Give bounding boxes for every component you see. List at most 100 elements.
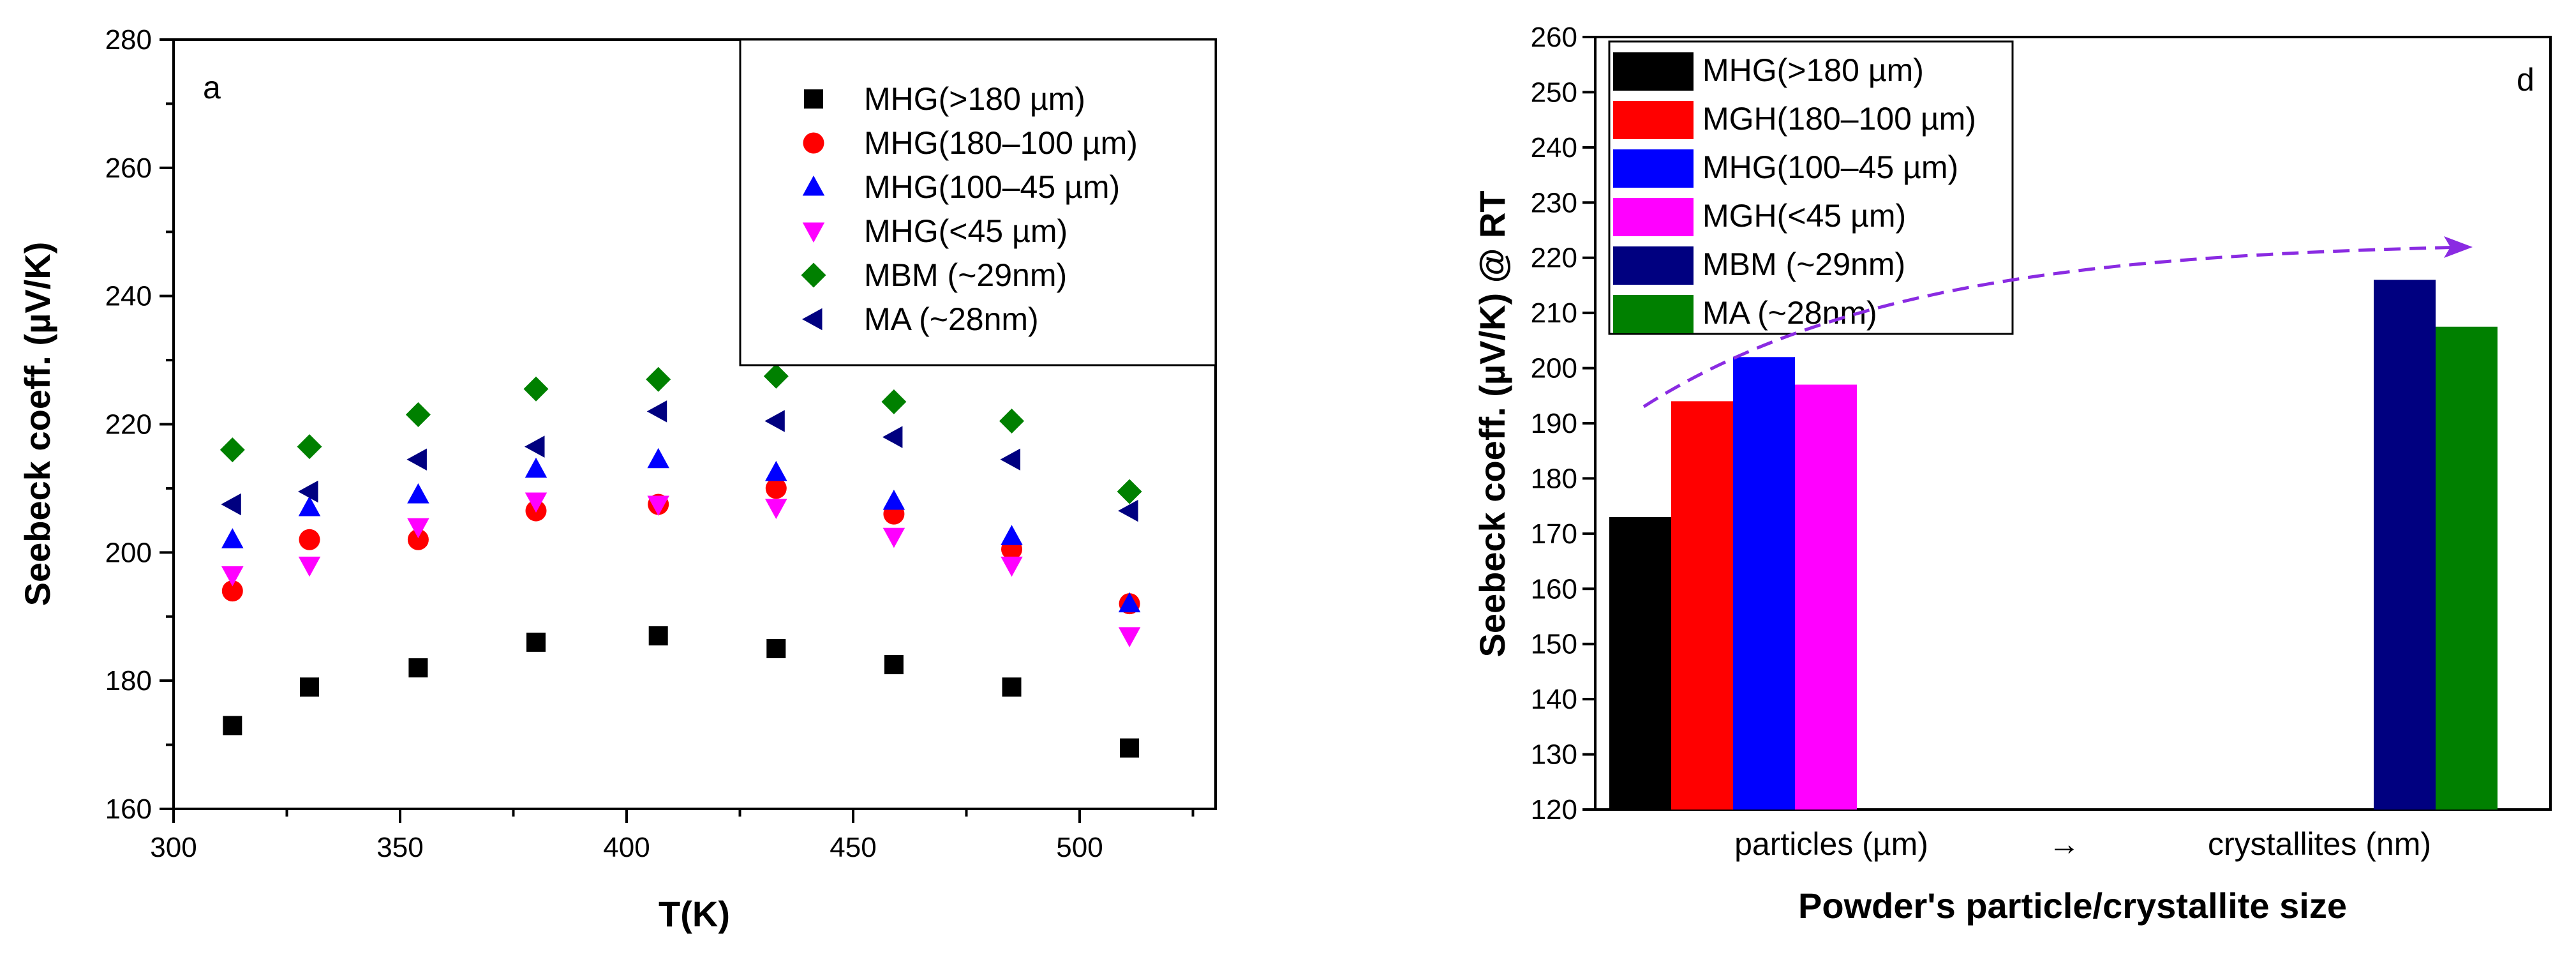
bar-legend-label-6: MA (~28nm) [1702, 295, 1877, 331]
scatter-point-series-3 [647, 448, 669, 469]
bar-legend-label-4: MGH(<45 µm) [1702, 198, 1906, 234]
bar-legend-label-5: MBM (~29nm) [1702, 246, 1905, 282]
bar-y-tick-label: 230 [1531, 187, 1577, 218]
scatter-x-tick-label: 300 [150, 832, 197, 863]
scatter-y-tick-label: 200 [105, 537, 152, 568]
bar-y-tick-label: 160 [1531, 573, 1577, 605]
bar-x-axis-label: Powder's particle/crystallite size [1798, 885, 2347, 926]
bar-group-label-crystallites: crystallites (nm) [2208, 826, 2431, 862]
scatter-x-tick-label: 350 [376, 832, 423, 863]
scatter-point-series-3 [1001, 525, 1023, 545]
scatter-x-tick-label: 500 [1056, 832, 1103, 863]
scatter-legend-label-5: MBM (~29nm) [864, 257, 1067, 293]
trend-arrow [1642, 245, 2465, 409]
scatter-x-tick-label: 400 [603, 832, 650, 863]
bar-1 [1609, 516, 1671, 810]
scatter-point-series-6 [525, 435, 545, 458]
bar-3 [1733, 357, 1795, 810]
bar-2 [1671, 401, 1733, 810]
scatter-legend-label-2: MHG(180–100 µm) [864, 125, 1138, 161]
scatter-point-series-1 [526, 632, 546, 652]
bar-legend-swatch-6 [1613, 295, 1694, 333]
scatter-y-tick-label: 240 [105, 281, 152, 312]
bar-legend-swatch-4 [1613, 198, 1694, 236]
scatter-point-series-3 [1118, 592, 1141, 613]
scatter-point-series-5 [405, 402, 431, 427]
scatter-point-series-4 [765, 499, 787, 520]
bar-panel: d 120 130 140 150 160 170 180 190 200 210 220 230 24… [1472, 22, 2552, 926]
scatter-legend-marker-1 [804, 89, 823, 109]
bar-y-tick-label: 260 [1531, 22, 1577, 53]
bar-group-arrow-label: → [2048, 826, 2080, 862]
bar-panel-label: d [2517, 62, 2535, 98]
scatter-point-series-6 [406, 448, 427, 471]
scatter-point-series-3 [765, 460, 787, 481]
scatter-point-series-4 [221, 566, 244, 587]
scatter-point-series-2 [299, 529, 320, 550]
scatter-point-series-4 [298, 556, 321, 577]
scatter-point-series-3 [407, 483, 429, 504]
bar-legend-label-3: MHG(100–45 µm) [1702, 149, 1958, 185]
scatter-point-series-2 [407, 529, 429, 550]
bar-y-tick-label: 250 [1531, 77, 1577, 108]
scatter-point-series-6 [882, 426, 903, 448]
scatter-y-tick-label: 220 [105, 409, 152, 441]
bar-y-tick-label: 210 [1531, 298, 1577, 329]
scatter-point-series-1 [648, 626, 668, 645]
bar-y-tick-label: 130 [1531, 739, 1577, 771]
bar-group-label-particles: particles (µm) [1734, 826, 1928, 862]
scatter-point-series-6 [764, 410, 785, 432]
bar-legend-swatch-5 [1613, 246, 1694, 285]
scatter-point-series-4 [407, 518, 429, 539]
bar-y-tick-label: 200 [1531, 353, 1577, 384]
bar-y-tick-label: 240 [1531, 132, 1577, 163]
scatter-legend-marker-2 [803, 132, 824, 154]
scatter-point-series-3 [221, 528, 244, 548]
bar-y-tick-label: 180 [1531, 463, 1577, 494]
scatter-y-tick-label: 160 [105, 794, 152, 825]
scatter-legend-marker-5 [801, 262, 826, 288]
scatter-point-series-3 [525, 457, 547, 478]
bar-legend-label-2: MGH(180–100 µm) [1702, 101, 1976, 137]
scatter-x-axis-label: T(K) [659, 894, 730, 934]
scatter-point-series-1 [408, 658, 428, 678]
scatter-point-series-4 [1001, 556, 1023, 577]
scatter-legend-label-4: MHG(<45 µm) [864, 213, 1068, 249]
scatter-point-series-6 [221, 493, 241, 516]
bar-legend-swatch-3 [1613, 149, 1694, 188]
scatter-point-series-5 [523, 376, 549, 402]
scatter-point-series-6 [1118, 499, 1138, 522]
scatter-legend-label-6: MA (~28nm) [864, 301, 1039, 337]
bar-6 [2436, 326, 2498, 810]
bar-legend-swatch-1 [1613, 52, 1694, 91]
scatter-legend-marker-3 [802, 176, 825, 196]
scatter-point-series-4 [525, 492, 547, 513]
scatter-point-series-5 [297, 434, 322, 460]
bar-y-tick-label: 120 [1531, 794, 1577, 825]
scatter-point-series-5 [999, 408, 1024, 433]
scatter-point-series-6 [646, 400, 667, 423]
bar-y-tick-label: 170 [1531, 518, 1577, 550]
scatter-y-tick-label: 180 [105, 665, 152, 697]
bar-y-axis-label: Seebeck coeff. (µV/K) @ RT [1472, 190, 1512, 657]
bar-5 [2374, 280, 2436, 810]
scatter-point-series-1 [766, 638, 786, 658]
scatter-legend-marker-4 [802, 222, 825, 243]
bar-y-tick-label: 150 [1531, 629, 1577, 660]
scatter-point-series-1 [1002, 677, 1022, 697]
trend-arrowhead [2444, 236, 2473, 258]
scatter-point-series-2 [765, 478, 787, 499]
bar-legend-label-1: MHG(>180 µm) [1702, 52, 1924, 88]
bar-y-tick-label: 140 [1531, 684, 1577, 715]
scatter-point-series-3 [298, 496, 321, 516]
scatter-point-series-1 [1120, 738, 1140, 758]
scatter-y-tick-label: 280 [105, 24, 152, 56]
bar-y-tick-label: 220 [1531, 243, 1577, 274]
scatter-point-series-6 [1000, 448, 1020, 471]
bar-y-tick-label: 190 [1531, 408, 1577, 439]
scatter-point-series-5 [881, 389, 907, 414]
scatter-y-axis-label: Seebeck coeff. (µV/K) [17, 242, 57, 607]
scatter-legend-label-3: MHG(100–45 µm) [864, 169, 1120, 205]
scatter-point-series-1 [223, 716, 242, 735]
